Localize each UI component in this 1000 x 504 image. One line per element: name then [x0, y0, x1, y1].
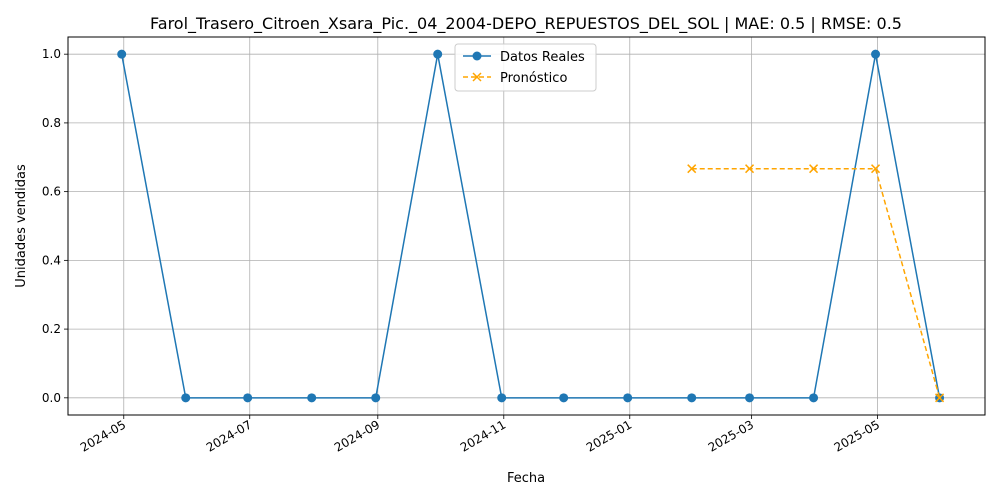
- data-point-datos-reales: [181, 393, 191, 403]
- x-tick-label: 2024-05: [78, 417, 128, 454]
- y-tick-label: 0.6: [42, 185, 61, 199]
- data-point-pronostico: [935, 393, 945, 403]
- data-point-datos-reales: [559, 393, 569, 403]
- plot-frame: [67, 36, 986, 416]
- legend: Datos Reales Pronóstico: [454, 43, 597, 92]
- data-point-pronostico: [687, 164, 697, 174]
- chart-title: Farol_Trasero_Citroen_Xsara_Pic._04_2004…: [150, 14, 902, 34]
- x-tick-label: 2025-01: [584, 417, 634, 454]
- y-axis-label: Unidades vendidas: [14, 164, 29, 288]
- x-tick-label: 2025-03: [706, 417, 756, 454]
- data-point-datos-reales: [809, 393, 819, 403]
- data-point-datos-reales: [497, 393, 507, 403]
- tick-layer: 2024-05 2024-07 2024-09 2024-11 2025-01 2025-…: [42, 47, 882, 454]
- x-tick-label: 2024-11: [458, 417, 508, 454]
- series-line-datos-reales: [120, 54, 941, 399]
- y-tick-label: 0.2: [42, 322, 61, 336]
- data-point-datos-reales: [307, 393, 317, 403]
- y-tick-label: 1.0: [42, 47, 61, 61]
- x-tick-label: 2025-05: [832, 417, 882, 454]
- x-tick-label: 2024-07: [204, 417, 254, 454]
- series-line-pronostico: [691, 167, 941, 399]
- legend-label-datos-reales: Datos Reales: [500, 50, 585, 65]
- x-axis-label: Fecha: [507, 471, 545, 486]
- data-point-datos-reales: [117, 49, 127, 59]
- series-layer: [117, 49, 945, 403]
- legend-marker-datos-reales: [472, 51, 482, 61]
- data-point-datos-reales: [243, 393, 253, 403]
- y-tick-label: 0.4: [42, 253, 61, 267]
- y-tick-label: 0.8: [42, 116, 61, 130]
- data-point-datos-reales: [871, 49, 881, 59]
- data-point-datos-reales: [745, 393, 755, 403]
- data-point-datos-reales: [433, 49, 443, 59]
- data-point-pronostico: [745, 164, 755, 174]
- data-point-datos-reales: [371, 393, 381, 403]
- legend-label-pronostico: Pronóstico: [500, 71, 567, 86]
- data-point-pronostico: [809, 164, 819, 174]
- grid-layer: [68, 37, 985, 415]
- y-tick-label: 0.0: [42, 391, 61, 405]
- data-point-datos-reales: [623, 393, 633, 403]
- x-tick-label: 2024-09: [332, 417, 382, 454]
- data-point-pronostico: [871, 164, 881, 174]
- legend-marker-pronostico: [472, 72, 482, 82]
- data-point-datos-reales: [687, 393, 697, 403]
